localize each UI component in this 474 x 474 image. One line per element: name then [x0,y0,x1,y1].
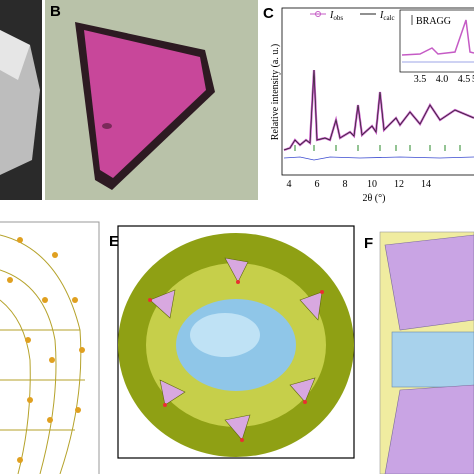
inset-tick-label: 3.5 [414,74,427,85]
legend-symbol: I [329,10,334,21]
inset-tick-label: 4.5 [458,74,471,85]
x-tick-label: 6 [315,179,320,190]
inset-tick-label: 4.0 [436,74,449,85]
inset-tick-label: 5. [472,74,474,85]
panel-e: E [109,225,355,459]
panel-d [0,221,100,474]
plot-frame [281,7,474,176]
x-axis-label: 2θ (°) [363,193,386,204]
legend-entry: Iobs [329,10,343,22]
calculated-curve [283,69,474,151]
panel-label: F [364,235,373,252]
x-tick-label: 8 [343,179,348,190]
bragg-ticks [294,145,461,151]
x-tick-label: 4 [287,179,292,190]
y-axis-label: Relative intensity (a. u.) [270,44,281,140]
x-tick-label: 14 [421,179,431,190]
panel-f: F [364,231,474,474]
panel-label: B [50,3,61,20]
legend-entry: Icalc [379,10,395,22]
panel-label: C [263,5,274,22]
x-tick-label: 12 [394,179,404,190]
panel-c: C Relative intensity (a. u.) 4 6 8 10 12… [263,5,474,204]
difference-curve [283,156,474,161]
legend-subscript: obs [333,14,343,22]
inset-curve [401,19,474,56]
panel-label: E [109,233,119,250]
x-tick-label: 10 [367,179,377,190]
inset-title: BRAGG [416,16,451,27]
panel-a [0,0,42,200]
panel-b: B [45,0,258,200]
legend-subscript: calc [383,14,394,22]
legend-symbol: I [379,10,384,21]
